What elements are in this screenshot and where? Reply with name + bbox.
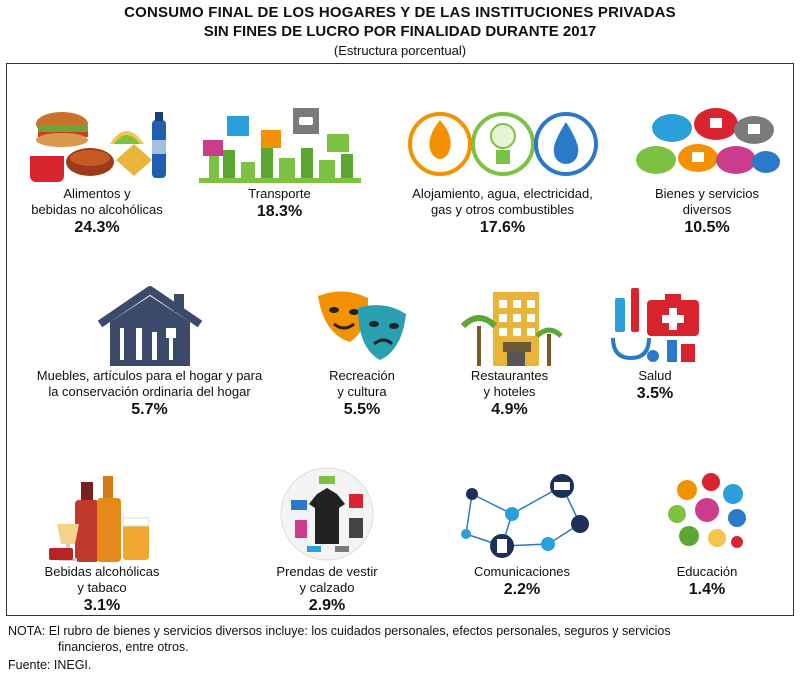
item-percent: 17.6% <box>479 219 526 236</box>
food-icon <box>30 112 166 182</box>
item-label: Bebidas alcohólicas y tabaco <box>44 564 160 595</box>
item-percent: 2.2% <box>503 581 541 598</box>
item-percent: 5.5% <box>343 401 381 418</box>
alcohol-icon <box>49 476 150 562</box>
item-services: Bienes y servicios diversos 10.5% <box>627 104 787 238</box>
footnote-line-2: financieros, entre otros. <box>58 640 189 654</box>
item-transport: Transporte 18.3% <box>192 104 367 222</box>
item-percent: 1.4% <box>688 581 726 598</box>
item-label: Comunicaciones <box>473 564 571 579</box>
source-note: Fuente: INEGI. <box>8 658 92 672</box>
item-food: Alimentos y bebidas no alcohólicas 24.3% <box>17 104 177 238</box>
item-percent: 4.9% <box>491 401 528 418</box>
item-percent: 2.9% <box>308 597 346 614</box>
item-percent: 3.1% <box>83 597 121 614</box>
item-percent: 24.3% <box>74 219 120 236</box>
item-label: Transporte <box>248 186 311 201</box>
services-cloud-icon <box>636 108 780 174</box>
item-percent: 18.3% <box>256 203 303 220</box>
item-label: Alimentos y bebidas no alcohólicas <box>31 186 163 217</box>
item-label: Salud <box>638 368 672 383</box>
item-education: Educación 1.4% <box>642 464 772 600</box>
item-label: Prendas de vestir y calzado <box>276 564 378 595</box>
item-alcohol: Bebidas alcohólicas y tabaco 3.1% <box>27 472 177 616</box>
education-icon <box>663 470 751 558</box>
item-health: Salud 3.5% <box>605 276 705 404</box>
item-percent: 10.5% <box>684 219 730 236</box>
item-percent: 5.7% <box>131 401 168 418</box>
item-household: Muebles, artículos para el hogar y para … <box>17 286 282 420</box>
chart-title-line-1: CONSUMO FINAL DE LOS HOGARES Y DE LAS IN… <box>124 4 676 21</box>
health-icon <box>611 288 699 362</box>
item-label: Muebles, artículos para el hogar y para … <box>36 368 263 399</box>
item-label: Educación <box>676 564 738 579</box>
item-restaurants: Restaurantes y hoteles 4.9% <box>442 286 577 420</box>
item-label: Recreación y cultura <box>329 368 395 399</box>
theater-masks-icon <box>318 291 406 360</box>
item-recreation: Recreación y cultura 5.5% <box>302 286 422 420</box>
clothing-icon <box>280 467 374 561</box>
item-communications: Comunicaciones 2.2% <box>447 464 597 600</box>
transport-icon <box>198 108 361 183</box>
item-label: Bienes y servicios diversos <box>654 186 760 217</box>
utilities-icon <box>407 112 598 176</box>
network-icon <box>461 474 589 558</box>
item-label: Alojamiento, agua, electricidad, gas y o… <box>412 186 593 217</box>
item-label: Restaurantes y hoteles <box>470 368 549 399</box>
item-percent: 3.5% <box>636 385 674 402</box>
hotel-icon <box>460 292 563 366</box>
item-clothing: Prendas de vestir y calzado 2.9% <box>252 464 402 616</box>
house-tools-icon <box>97 286 202 366</box>
chart-subtitle: (Estructura porcentual) <box>333 43 467 58</box>
footnote-line-1: NOTA: El rubro de bienes y servicios div… <box>8 624 671 638</box>
item-utilities: Alojamiento, agua, electricidad, gas y o… <box>395 104 610 238</box>
infographic-frame: Alimentos y bebidas no alcohólicas 24.3%… <box>6 63 794 616</box>
chart-title-line-2: SIN FINES DE LUCRO POR FINALIDAD DURANTE… <box>203 23 597 40</box>
